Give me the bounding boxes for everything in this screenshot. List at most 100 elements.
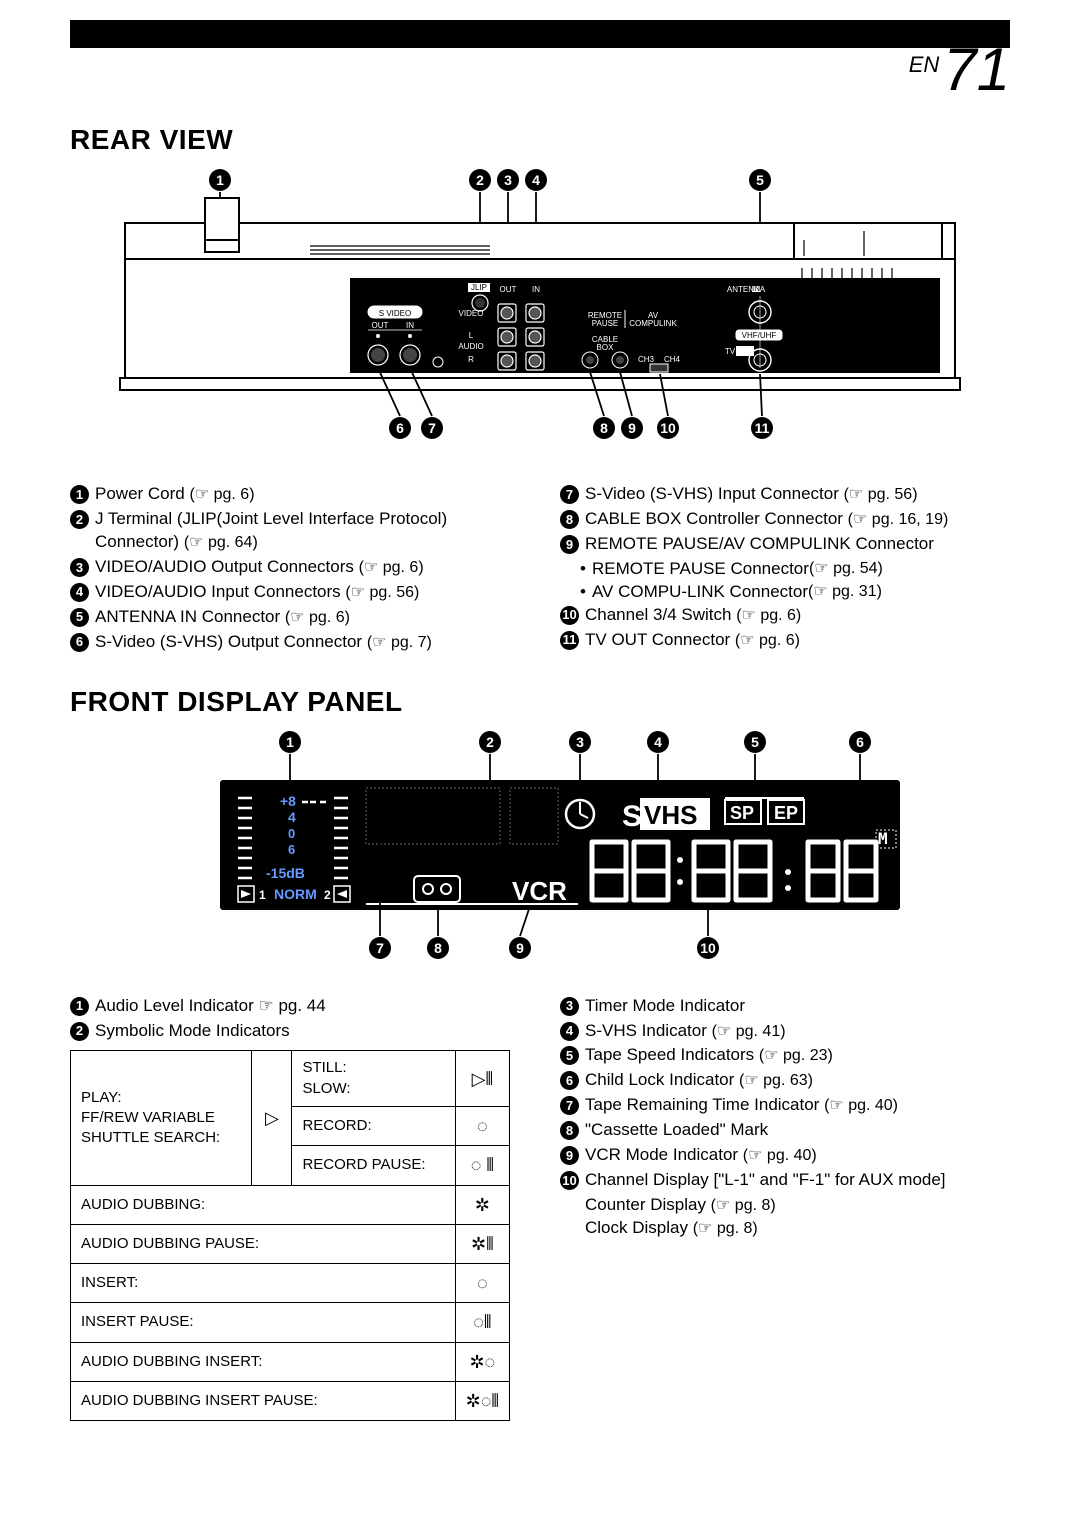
list-item: 2J Terminal (JLIP(Joint Level Interface … xyxy=(70,508,520,554)
front-items-left: 1 Audio Level Indicator ☞ pg. 44 2 Symbolic… xyxy=(70,995,520,1422)
item-text: J Terminal (JLIP(Joint Level Interface P… xyxy=(95,508,520,554)
number-badge: 6 xyxy=(70,633,89,652)
rear-items: 1 Power Cord pg. 62J Terminal (JLIP(Joint… xyxy=(70,483,1010,656)
list-item: 1 Audio Level Indicator ☞ pg. 44 xyxy=(70,995,520,1018)
svg-text:CH3: CH3 xyxy=(638,355,655,364)
number-badge: 9 xyxy=(560,1146,579,1165)
number-badge: 1 xyxy=(70,997,89,1016)
svg-text:10: 10 xyxy=(660,420,676,436)
svg-text:10: 10 xyxy=(700,940,716,956)
number-badge: 2 xyxy=(70,1022,89,1041)
mode-icon: ✲◌⫴ xyxy=(455,1382,509,1421)
front-diagram: 1 2 3 4 5 6 +8 4 0 6 -15dB 1 NORM 2 xyxy=(70,730,1010,975)
svg-text:SP: SP xyxy=(730,803,754,823)
svg-text:COMPULINK: COMPULINK xyxy=(629,319,677,328)
svg-text:8: 8 xyxy=(434,940,442,956)
svg-text:11: 11 xyxy=(755,420,770,436)
item-text: Power Cord pg. 6 xyxy=(95,483,520,506)
number-badge: 11 xyxy=(560,631,579,650)
number-badge: 1 xyxy=(70,485,89,504)
svg-text:M: M xyxy=(878,829,888,848)
number-badge: 3 xyxy=(70,558,89,577)
svg-text:NORM: NORM xyxy=(274,886,317,902)
svg-text:4: 4 xyxy=(532,172,540,188)
svg-text:PAUSE: PAUSE xyxy=(592,319,619,328)
mode-label: INSERT PAUSE: xyxy=(71,1303,456,1342)
list-item: 6Child Lock Indicator pg. 63 xyxy=(560,1069,1010,1092)
svg-text:AUDIO: AUDIO xyxy=(458,342,483,351)
svg-text:-15dB: -15dB xyxy=(266,865,305,881)
item-text: Tape Speed Indicators pg. 23 xyxy=(585,1044,1010,1067)
svg-text:7: 7 xyxy=(376,940,384,956)
play-cell: PLAY: FF/REW VARIABLE SHUTTLE SEARCH: xyxy=(71,1051,252,1185)
svg-text:2: 2 xyxy=(486,734,494,750)
item-text: ANTENNA IN Connector pg. 6 xyxy=(95,606,520,629)
svg-text:VHS: VHS xyxy=(644,800,697,830)
list-item: 11 TV OUT Connector pg. 6 xyxy=(560,629,1010,652)
mode-label: INSERT: xyxy=(71,1264,456,1303)
page-number: EN71 xyxy=(70,46,1010,94)
svg-text:6: 6 xyxy=(288,842,295,857)
list-item: 7S-Video (S-VHS) Input Connector pg. 56 xyxy=(560,483,1010,506)
number-badge: 5 xyxy=(560,1046,579,1065)
mode-label: AUDIO DUBBING INSERT: xyxy=(71,1342,456,1381)
rear-items-left: 1 Power Cord pg. 62J Terminal (JLIP(Joint… xyxy=(70,483,520,656)
mode-table: PLAY: FF/REW VARIABLE SHUTTLE SEARCH:▷ST… xyxy=(70,1050,510,1421)
list-item: 4VIDEO/AUDIO Input Connectors pg. 56 xyxy=(70,581,520,604)
header-bar xyxy=(70,20,1010,48)
svg-text:BOX: BOX xyxy=(597,343,615,352)
svg-text:VCR: VCR xyxy=(512,876,567,906)
svg-text:9: 9 xyxy=(516,940,524,956)
item-text: Symbolic Mode Indicators xyxy=(95,1020,520,1043)
item-text: S-Video (S-VHS) Output Connector pg. 7 xyxy=(95,631,520,654)
item-text: VCR Mode Indicator pg. 40 xyxy=(585,1144,1010,1167)
item-text: Channel 3/4 Switch pg. 6 xyxy=(585,604,1010,627)
list-item: 9 VCR Mode Indicator pg. 40 xyxy=(560,1144,1010,1167)
sub-item: REMOTE PAUSE Connector pg. 54 xyxy=(560,558,1010,581)
item-text: TV OUT Connector pg. 6 xyxy=(585,629,1010,652)
mode-icon: ◌ xyxy=(455,1106,509,1145)
item-text: "Cassette Loaded" Mark xyxy=(585,1119,1010,1142)
list-item: 6 S-Video (S-VHS) Output Connector pg. 7 xyxy=(70,631,520,654)
svg-text:IN: IN xyxy=(752,284,760,293)
svg-text:VIDEO: VIDEO xyxy=(459,309,484,318)
svg-text:VHF/UHF: VHF/UHF xyxy=(742,331,777,340)
svg-text:JLIP: JLIP xyxy=(471,283,487,292)
svg-text:+8: +8 xyxy=(280,793,296,809)
extra-line: Clock Display pg. 8 xyxy=(560,1217,1010,1240)
number-badge: 10 xyxy=(560,606,579,625)
list-item: 4S-VHS Indicator pg. 41 xyxy=(560,1020,1010,1043)
list-item: 5 Tape Speed Indicators pg. 23 xyxy=(560,1044,1010,1067)
list-item: 5 ANTENNA IN Connector pg. 6 xyxy=(70,606,520,629)
svg-text:4: 4 xyxy=(288,809,296,825)
svg-text:1: 1 xyxy=(259,888,266,902)
rear-items-right: 7S-Video (S-VHS) Input Connector pg. 56 8… xyxy=(560,483,1010,656)
svg-text:9: 9 xyxy=(628,420,636,436)
item-text: Audio Level Indicator ☞ pg. 44 xyxy=(95,995,520,1018)
svg-text:5: 5 xyxy=(756,172,764,188)
svg-text:7: 7 xyxy=(428,420,436,436)
item-text: CABLE BOX Controller Connector pg. 16, 1… xyxy=(585,508,1010,531)
item-text: Child Lock Indicator pg. 63 xyxy=(585,1069,1010,1092)
item-text: REMOTE PAUSE/AV COMPULINK Connector xyxy=(585,533,1010,556)
svg-text:1: 1 xyxy=(286,734,294,750)
list-item: 2 Symbolic Mode Indicators xyxy=(70,1020,520,1043)
svg-text:5: 5 xyxy=(751,734,759,750)
svg-text:1: 1 xyxy=(216,172,224,188)
svg-text:OUT: OUT xyxy=(372,321,389,330)
mode-icon: ✲ xyxy=(455,1185,509,1224)
list-item: 7Tape Remaining Time Indicator pg. 40 xyxy=(560,1094,1010,1117)
list-item: 3VIDEO/AUDIO Output Connectors pg. 6 xyxy=(70,556,520,579)
mode-label: AUDIO DUBBING INSERT PAUSE: xyxy=(71,1382,456,1421)
list-item: 3Timer Mode Indicator xyxy=(560,995,1010,1018)
svg-text:3: 3 xyxy=(504,172,512,188)
rear-view-title: REAR VIEW xyxy=(70,124,1010,156)
mode-label: RECORD: xyxy=(292,1106,455,1145)
svg-text:S: S xyxy=(622,800,642,833)
rear-diagram: 1 2 3 4 5 S VIDEO OUT IN xyxy=(70,168,1010,463)
mode-icon: ◌ ⫴ xyxy=(455,1146,509,1185)
number-badge: 8 xyxy=(560,510,579,529)
svg-text:2: 2 xyxy=(476,172,484,188)
number-badge: 5 xyxy=(70,608,89,627)
svg-text:0: 0 xyxy=(288,826,295,841)
